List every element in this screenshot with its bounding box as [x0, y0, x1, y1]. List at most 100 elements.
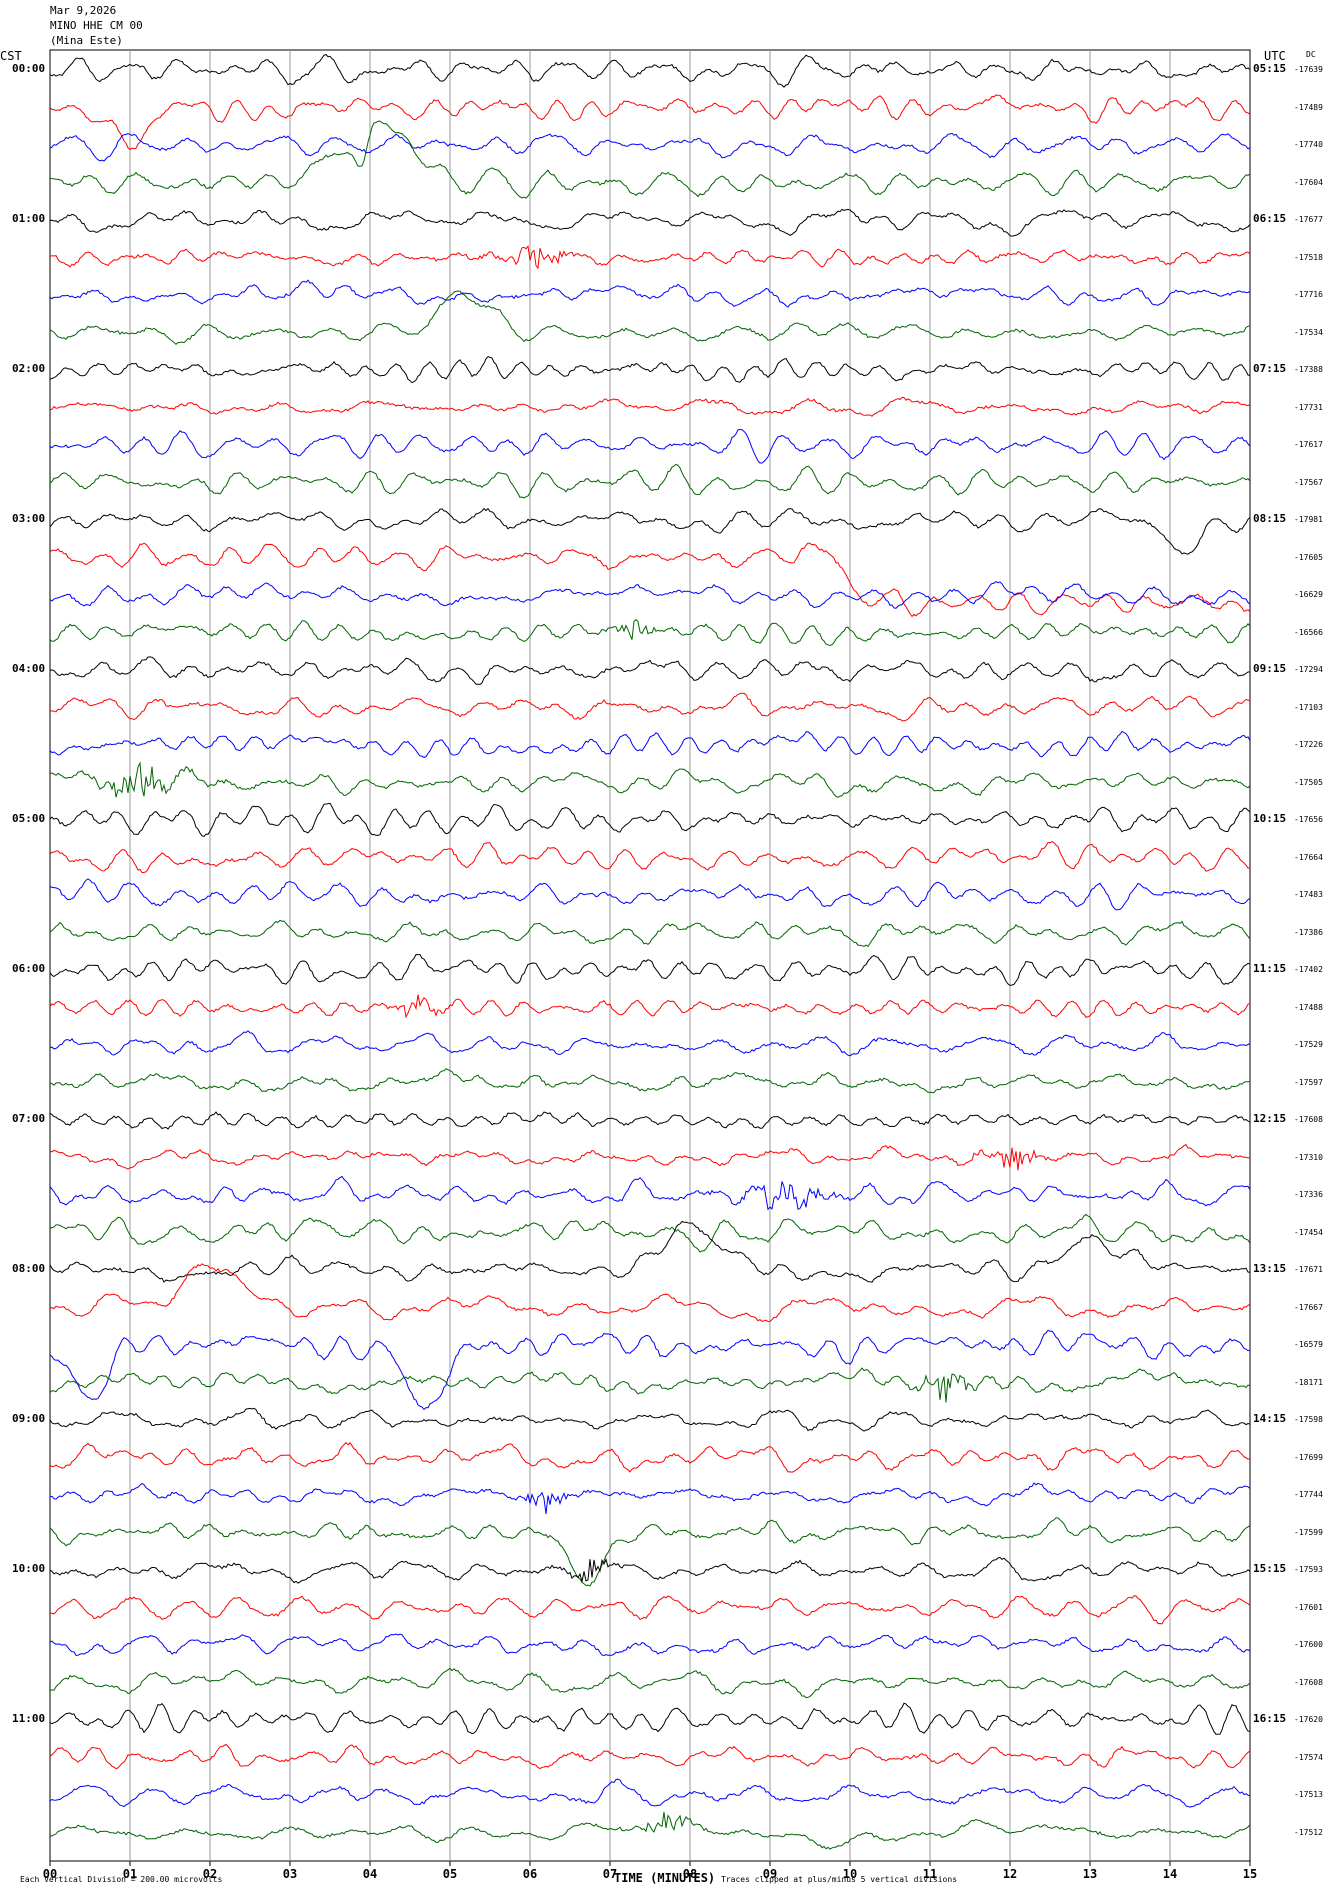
x-tick-label: 00 — [43, 1867, 57, 1881]
dc-offset-label: -17620 — [1294, 1715, 1323, 1724]
dc-offset-label: -17386 — [1294, 927, 1323, 937]
dc-offset-label: -17677 — [1294, 215, 1323, 224]
dc-offset-label: -17639 — [1294, 65, 1323, 74]
plot-date: Mar 9,2026 — [50, 4, 117, 17]
utc-hour-label: 10:15 — [1253, 812, 1287, 825]
trace-line — [49, 1144, 1251, 1171]
dc-offset-label: -17664 — [1294, 852, 1323, 862]
dc-offset-label: -17567 — [1294, 477, 1323, 487]
clip-note: Traces clipped at plus/minus 5 vertical … — [721, 1875, 958, 1884]
trace-line — [49, 53, 1251, 88]
dc-offset-label: -17600 — [1294, 1640, 1323, 1649]
trace-line — [49, 1329, 1251, 1411]
utc-hour-label: 05:15 — [1253, 62, 1287, 75]
cst-hour-label: 05:00 — [12, 812, 46, 825]
trace-line — [49, 730, 1251, 758]
x-axis-title: TIME (MINUTES) — [614, 1871, 716, 1885]
x-tick-label: 12 — [1003, 1867, 1017, 1881]
cst-hour-label: 03:00 — [12, 512, 46, 525]
dc-offset-label: -17518 — [1294, 252, 1323, 262]
trace-line — [49, 1441, 1251, 1473]
utc-hour-label: 08:15 — [1253, 512, 1287, 525]
dc-header: DC — [1306, 50, 1316, 59]
trace-line — [49, 919, 1251, 948]
dc-offset-label: -17671 — [1294, 1265, 1323, 1274]
trace-line — [49, 656, 1251, 686]
dc-offset-label: -17608 — [1294, 1677, 1323, 1687]
dc-offset-label: -17604 — [1294, 177, 1323, 187]
trace-line — [49, 1556, 1251, 1584]
cst-hour-label: 11:00 — [12, 1712, 46, 1725]
x-tick-label: 14 — [1163, 1867, 1177, 1881]
trace-line — [49, 1667, 1251, 1699]
trace-line — [49, 1175, 1251, 1211]
dc-offset-label: -17513 — [1294, 1790, 1323, 1799]
cst-hour-label: 07:00 — [12, 1112, 46, 1125]
trace-line — [49, 396, 1251, 417]
dc-offset-label: -17608 — [1294, 1115, 1323, 1124]
dc-offset-label: -17454 — [1294, 1227, 1323, 1237]
x-tick-label: 11 — [923, 1867, 937, 1881]
dc-offset-label: -17605 — [1294, 552, 1323, 562]
dc-offset-label: -17512 — [1294, 1827, 1323, 1837]
x-tick-label: 04 — [363, 1867, 377, 1881]
dc-offset-label: -17740 — [1294, 140, 1323, 149]
trace-line — [49, 1633, 1251, 1657]
dc-offset-label: -17294 — [1294, 665, 1323, 674]
dc-offset-label: -17505 — [1294, 777, 1323, 787]
trace-line — [49, 1263, 1251, 1323]
x-tick-label: 09 — [763, 1867, 777, 1881]
utc-hour-label: 14:15 — [1253, 1412, 1287, 1425]
utc-hour-label: 06:15 — [1253, 212, 1287, 225]
utc-hour-label: 13:15 — [1253, 1262, 1287, 1275]
cst-hour-label: 08:00 — [12, 1262, 46, 1275]
trace-line — [49, 428, 1251, 464]
trace-line — [49, 542, 1251, 618]
trace-line — [49, 1068, 1251, 1094]
dc-offset-label: -17488 — [1294, 1002, 1323, 1012]
dc-offset-label: -17744 — [1294, 1490, 1323, 1499]
trace-line — [49, 878, 1251, 911]
trace-line — [49, 94, 1251, 151]
right-timezone-label: UTC — [1264, 49, 1286, 63]
trace-line — [49, 120, 1251, 199]
station-id: MINO HHE CM 00 — [50, 19, 143, 32]
dc-offset-label: -17981 — [1294, 515, 1323, 524]
dc-offset-label: -17593 — [1294, 1565, 1323, 1574]
trace-line — [49, 290, 1251, 345]
trace-line — [49, 1778, 1251, 1808]
plot-frame — [49, 49, 1251, 1862]
dc-offset-label: -17667 — [1294, 1302, 1323, 1312]
trace-line — [49, 1367, 1251, 1403]
trace-line — [49, 208, 1251, 237]
x-tick-label: 02 — [203, 1867, 217, 1881]
trace-line — [49, 802, 1251, 837]
dc-offset-label: -17599 — [1294, 1527, 1323, 1537]
dc-offset-label: -17402 — [1294, 965, 1323, 974]
trace-line — [49, 244, 1251, 270]
utc-hour-label: 09:15 — [1253, 662, 1287, 675]
trace-line — [49, 1407, 1251, 1432]
utc-hour-label: 12:15 — [1253, 1112, 1287, 1125]
cst-hour-label: 04:00 — [12, 662, 46, 675]
dc-offset-label: -17388 — [1294, 365, 1323, 374]
x-tick-label: 03 — [283, 1867, 297, 1881]
x-tick-label: 08 — [683, 1867, 697, 1881]
cst-hour-label: 02:00 — [12, 362, 46, 375]
trace-line — [49, 463, 1251, 499]
trace-line — [49, 580, 1251, 609]
dc-offset-label: -17226 — [1294, 740, 1323, 749]
x-tick-label: 07 — [603, 1867, 617, 1881]
scale-note: Each Vertical Division = 200.00 microvol… — [20, 1875, 223, 1884]
cst-hour-label: 01:00 — [12, 212, 46, 225]
dc-offset-label: -17617 — [1294, 440, 1323, 449]
utc-hour-label: 07:15 — [1253, 362, 1287, 375]
trace-line — [49, 279, 1251, 308]
trace-line — [49, 619, 1251, 647]
trace-line — [49, 1111, 1251, 1130]
dc-offset-label: -17597 — [1294, 1077, 1323, 1087]
x-tick-label: 15 — [1243, 1867, 1257, 1881]
dc-offset-label: -17103 — [1294, 702, 1323, 712]
trace-line — [49, 507, 1251, 555]
